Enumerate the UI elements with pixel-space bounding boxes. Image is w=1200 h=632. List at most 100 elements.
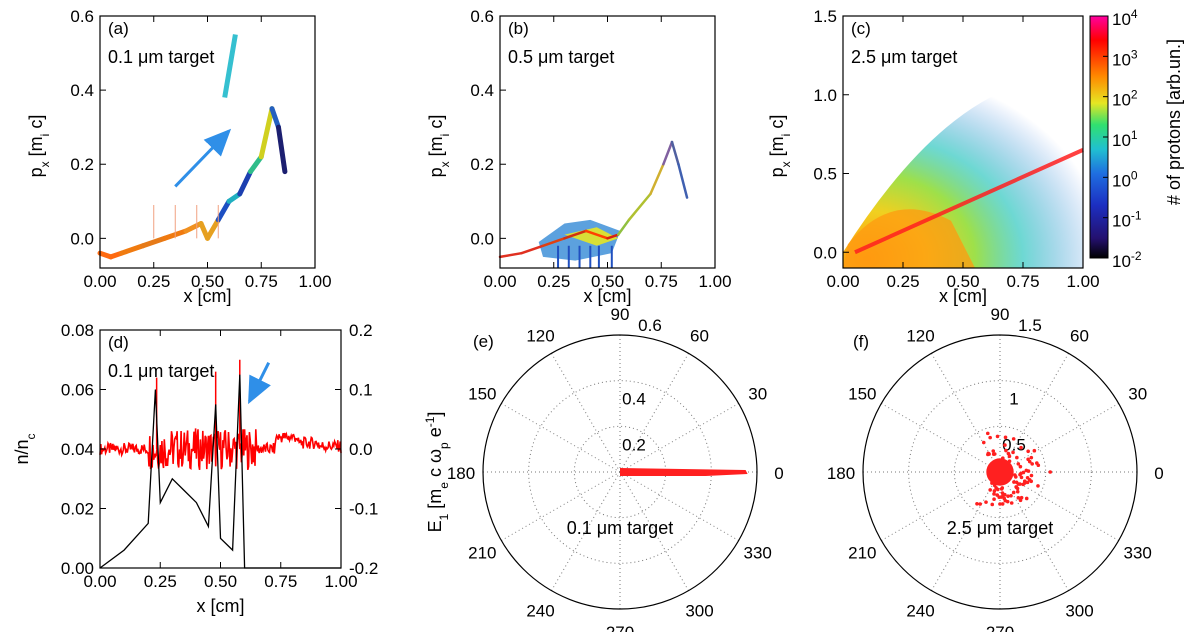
field-point <box>987 452 991 456</box>
angle-tick-label: 60 <box>690 326 709 345</box>
field-point <box>1006 494 1010 498</box>
phase-space-segment <box>269 106 281 130</box>
angle-tick-label: 30 <box>748 385 767 404</box>
field-point <box>1011 490 1016 495</box>
y-tick-label: 0.5 <box>813 165 837 184</box>
x-axis-label: x [cm] <box>939 286 987 306</box>
y-axis-label: n/nc <box>12 433 38 464</box>
field-point-outlier <box>1048 470 1053 474</box>
angle-tick-label: 90 <box>991 305 1010 324</box>
field-vector-band <box>620 468 748 476</box>
phase-space-segment <box>183 221 204 234</box>
x-tick-label: 0.00 <box>83 272 116 291</box>
angle-tick-label: 30 <box>1128 385 1147 404</box>
field-point <box>995 434 1000 439</box>
x-tick-label: 0.25 <box>137 272 170 291</box>
field-point <box>1025 480 1030 485</box>
colorbar-tick-label: 10-1 <box>1112 209 1142 231</box>
panel-label: (d) <box>108 333 129 352</box>
phase-space-segment <box>662 140 674 166</box>
angle-tick-label: 300 <box>1065 602 1093 621</box>
field-point <box>1029 455 1034 460</box>
field-point <box>1013 475 1018 479</box>
field-point <box>1004 448 1008 453</box>
radial-tick-label: 0.4 <box>622 390 646 409</box>
x-tick-label: 1.00 <box>1066 272 1099 291</box>
field-point <box>1006 451 1011 456</box>
colorbar-tick-label: 103 <box>1112 47 1138 69</box>
angle-tick-label: 330 <box>1124 544 1152 563</box>
panel-label: (a) <box>108 19 129 38</box>
x-tick-label: 1.00 <box>698 272 731 291</box>
field-point <box>1000 502 1005 506</box>
field-point <box>1024 496 1029 501</box>
angle-tick-label: 210 <box>468 544 496 563</box>
radial-tick-label: 0.6 <box>638 316 662 335</box>
field-point <box>990 502 995 507</box>
angular-grid-line <box>931 353 1001 473</box>
colorbar-tick-label: 102 <box>1112 88 1138 110</box>
radial-grid-circle <box>908 380 1092 564</box>
phase-space-segment <box>563 229 588 240</box>
field-point <box>981 440 986 445</box>
y-axis-label: px [mi c] <box>426 115 452 178</box>
field-point <box>978 502 982 506</box>
y-tick-label: 0.4 <box>470 81 494 100</box>
panel-label: (e) <box>473 332 494 351</box>
field-point <box>1021 482 1025 487</box>
x-tick-label: 0.25 <box>144 572 177 591</box>
phase-space-segment <box>617 218 631 236</box>
polar-frame <box>482 334 758 610</box>
radial-tick-label: 1.5 <box>1018 316 1042 335</box>
panel-label: (c) <box>851 19 871 38</box>
phase-space-segment <box>498 251 523 259</box>
y-tick-label-right: 0.0 <box>349 440 373 459</box>
colorbar-tick-label: 104 <box>1112 7 1138 29</box>
field-point <box>1026 469 1031 473</box>
field-line <box>99 428 342 471</box>
target-annotation: 2.5 μm target <box>947 518 1053 538</box>
colorbar-tick-label: 101 <box>1112 128 1138 150</box>
phase-space-segment <box>248 154 264 175</box>
field-point <box>1019 471 1023 476</box>
field-point <box>1003 498 1008 503</box>
field-point <box>1007 454 1012 459</box>
target-annotation: 2.5 μm target <box>851 47 957 67</box>
field-point <box>1007 459 1012 463</box>
angle-tick-label: 0 <box>774 464 783 483</box>
target-annotation: 0.5 μm target <box>508 47 614 67</box>
panel-label: (f) <box>853 332 869 351</box>
angular-grid-line <box>881 403 1001 473</box>
x-tick-label: 0.50 <box>946 272 979 291</box>
angle-tick-label: 120 <box>526 326 554 345</box>
angle-tick-label: 60 <box>1070 326 1089 345</box>
angle-tick-label: 300 <box>685 602 713 621</box>
angular-grid-line <box>551 353 621 473</box>
field-point <box>1018 482 1022 486</box>
field-point <box>998 502 1002 506</box>
field-point <box>1015 486 1020 491</box>
y-tick-label: 0.08 <box>61 321 94 340</box>
field-point <box>1000 486 1005 490</box>
target-annotation: 0.1 μm target <box>108 47 214 67</box>
y-tick-label: 0.00 <box>61 559 94 578</box>
target-annotation: 0.1 μm target <box>108 361 214 381</box>
field-point <box>1026 457 1030 462</box>
field-point <box>1009 501 1014 505</box>
field-point <box>1015 455 1019 460</box>
field-point <box>1036 484 1040 488</box>
field-point <box>992 497 996 502</box>
angle-tick-label: 90 <box>611 305 630 324</box>
phase-space-segment <box>606 233 620 240</box>
field-point <box>1032 448 1037 453</box>
x-tick-label: 0.50 <box>204 572 237 591</box>
colorbar-tick-label: 10-2 <box>1112 249 1142 271</box>
field-point <box>1009 493 1013 498</box>
angular-grid-line <box>619 471 689 591</box>
phase-space-segment <box>670 140 680 166</box>
radial-tick-label: 0.5 <box>1002 435 1026 454</box>
density-line <box>99 374 341 569</box>
field-point <box>1015 489 1020 494</box>
field-point <box>984 500 988 504</box>
field-point <box>1026 449 1030 454</box>
